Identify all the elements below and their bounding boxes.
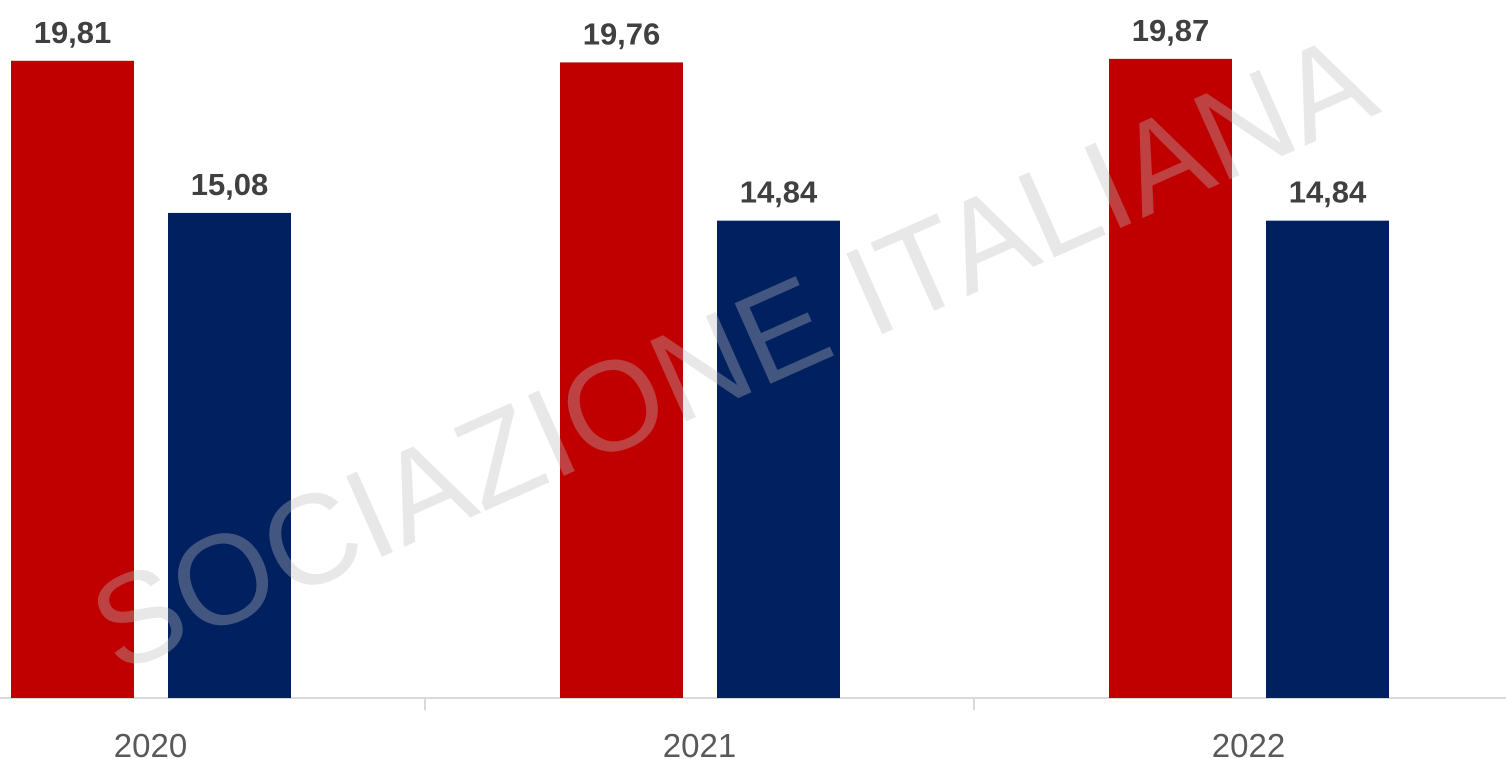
bar xyxy=(560,62,683,698)
x-tick-label: 2020 xyxy=(114,727,187,759)
data-label: 14,84 xyxy=(740,175,818,210)
data-label: 19,87 xyxy=(1132,13,1210,48)
bar xyxy=(1266,220,1389,698)
data-label: 14,84 xyxy=(1289,175,1367,210)
bar xyxy=(717,220,840,698)
bar xyxy=(1109,58,1232,699)
data-label: 15,08 xyxy=(191,167,269,202)
plot: 2020 19,81 15,08 2021 19,76 14,84 2022 19,87 14,… xyxy=(11,13,1389,759)
data-label: 19,76 xyxy=(583,16,661,51)
bar xyxy=(11,60,134,698)
x-tick-label: 2021 xyxy=(663,727,736,759)
x-tick-label: 2022 xyxy=(1212,727,1285,759)
bar xyxy=(168,212,291,699)
data-label: 19,81 xyxy=(34,15,112,50)
